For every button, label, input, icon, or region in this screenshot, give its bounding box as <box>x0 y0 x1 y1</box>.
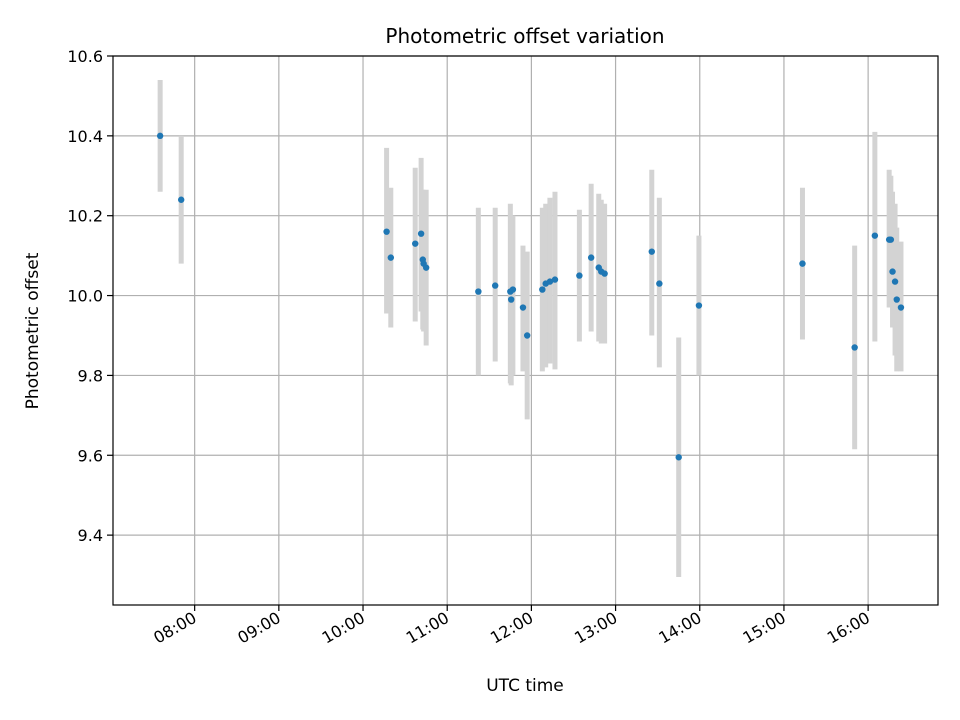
data-point-1 <box>177 196 185 203</box>
data-point-19 <box>551 276 559 283</box>
data-point-14 <box>519 304 527 311</box>
data-point-27 <box>675 454 682 461</box>
data-point-24 <box>601 270 608 277</box>
y-axis-label: Photometric offset <box>23 252 43 409</box>
data-points <box>156 132 905 461</box>
data-point-35 <box>891 278 899 285</box>
data-point-37 <box>897 304 905 311</box>
data-point-26 <box>656 280 663 287</box>
data-point-0 <box>156 132 164 140</box>
data-point-36 <box>893 296 900 303</box>
data-point-10 <box>491 282 499 289</box>
data-point-25 <box>648 248 655 255</box>
data-point-33 <box>887 236 895 243</box>
y-tick-label: 10.4 <box>67 127 103 146</box>
data-point-30 <box>851 344 858 351</box>
y-axis-ticks: 9.4 9.6 9.8 10.0 10.2 10.4 10.6 <box>67 47 113 545</box>
data-point-12 <box>509 286 517 293</box>
data-point-5 <box>417 230 425 237</box>
x-axis-label: UTC time <box>486 676 564 696</box>
data-point-15 <box>523 332 531 339</box>
y-tick-label: 10.6 <box>67 47 103 66</box>
data-point-4 <box>412 240 419 247</box>
y-tick-label: 10.0 <box>67 287 103 306</box>
y-tick-label: 10.2 <box>67 207 103 226</box>
data-point-13 <box>507 296 515 303</box>
data-point-8 <box>422 264 430 271</box>
y-tick-label: 9.4 <box>78 526 103 545</box>
y-tick-label: 9.8 <box>78 366 103 385</box>
plot-frame <box>112 55 939 606</box>
y-tick-label: 9.6 <box>78 446 103 465</box>
data-point-16 <box>539 286 546 293</box>
data-point-34 <box>889 268 896 275</box>
chart-title: Photometric offset variation <box>385 24 664 48</box>
data-point-9 <box>475 288 482 295</box>
data-point-31 <box>871 232 879 239</box>
data-point-28 <box>695 302 703 309</box>
data-point-21 <box>587 254 595 261</box>
data-point-29 <box>799 260 806 267</box>
data-point-3 <box>387 254 395 261</box>
data-point-20 <box>576 272 583 279</box>
data-point-18 <box>546 278 554 285</box>
data-point-2 <box>383 228 390 235</box>
grid <box>113 55 938 605</box>
